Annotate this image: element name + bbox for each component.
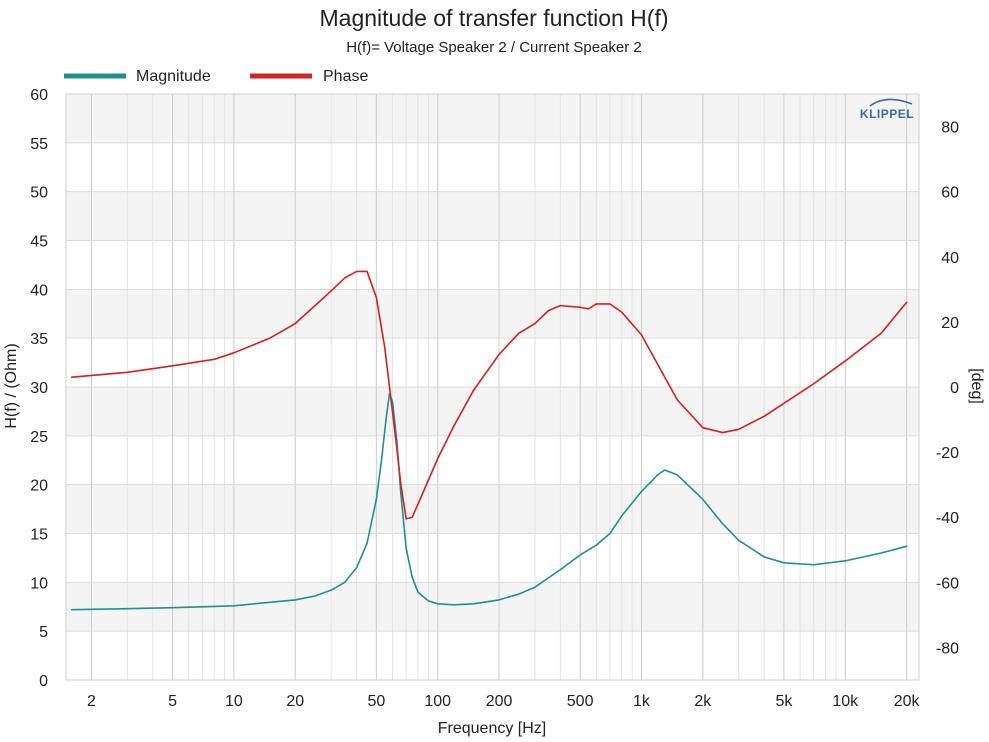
y2-tick-label: -80 [936, 640, 959, 657]
x-tick-label: 10k [832, 693, 859, 710]
x-tick-label: 2k [694, 693, 712, 710]
y-tick-label: 0 [39, 673, 48, 690]
y-tick-label: 5 [39, 624, 48, 641]
x-tick-label: 20 [286, 693, 304, 710]
y-axis-ticks: 0 5 10 15 20 25 30 35 40 45 50 55 60 [30, 87, 48, 690]
plot-frame [65, 93, 920, 681]
plot-band [66, 191, 919, 241]
plot-band [66, 240, 919, 290]
x-tick-label: 2 [87, 693, 96, 710]
plot-band [66, 435, 919, 485]
y-tick-label: 25 [30, 429, 48, 446]
x-tick-label: 5k [775, 693, 793, 710]
y2-tick-label: 80 [941, 120, 959, 137]
y-tick-label: 10 [30, 575, 48, 592]
y-tick-label: 40 [30, 282, 48, 299]
plot-band [66, 533, 919, 583]
chart-title: Magnitude of transfer function H(f) [320, 5, 669, 31]
plot-band [66, 289, 919, 339]
y-tick-label: 50 [30, 185, 48, 202]
x-axis-ticks: 2 5 10 20 50 100 200 500 1k 2k 5k 10k 20k [87, 693, 921, 710]
y-tick-label: 20 [30, 478, 48, 495]
y2-tick-label: 0 [950, 380, 959, 397]
plot-band [66, 142, 919, 192]
x-tick-label: 50 [367, 693, 385, 710]
y-axis-label: H(f) / (Ohm) [3, 343, 20, 428]
y2-tick-label: 40 [941, 250, 959, 267]
y-tick-label: 30 [30, 380, 48, 397]
x-tick-label: 200 [486, 693, 513, 710]
x-tick-label: 100 [424, 693, 451, 710]
plot-band [66, 94, 919, 143]
y-tick-label: 45 [30, 234, 48, 251]
x-axis-label: Frequency [Hz] [438, 720, 546, 737]
x-tick-label: 10 [225, 693, 243, 710]
brand-logo-arc [869, 98, 913, 107]
chart-subtitle: H(f)= Voltage Speaker 2 / Current Speake… [346, 39, 642, 56]
x-tick-label: 500 [567, 693, 594, 710]
y2-tick-label: -60 [936, 575, 959, 592]
y2-tick-label: -40 [936, 510, 959, 527]
x-tick-label: 5 [168, 693, 177, 710]
plot-band [66, 484, 919, 534]
y2-axis-ticks: -80 -60 -40 -20 0 20 40 60 80 [936, 120, 959, 658]
y2-tick-label: 60 [941, 185, 959, 202]
y2-tick-label: 20 [941, 315, 959, 332]
x-tick-label: 1k [633, 693, 651, 710]
y-tick-label: 55 [30, 136, 48, 153]
x-tick-label: 20k [894, 693, 921, 710]
y2-axis-label: [deg] [968, 368, 985, 404]
legend: Magnitude Phase [64, 68, 368, 85]
brand-logo: KLIPPEL [860, 98, 914, 121]
legend-label-magnitude: Magnitude [136, 68, 211, 85]
y-tick-label: 15 [30, 527, 48, 544]
plot-background [66, 94, 919, 680]
series-line-phase [70, 270, 908, 520]
y2-tick-label: -20 [936, 445, 959, 462]
legend-label-phase: Phase [323, 68, 368, 85]
plot-band [66, 631, 919, 680]
series-line-magnitude [70, 393, 908, 611]
y-tick-label: 60 [30, 87, 48, 104]
plot-band [66, 387, 919, 436]
y-tick-label: 35 [30, 331, 48, 348]
series-layer [70, 270, 908, 611]
brand-logo-text: KLIPPEL [860, 107, 914, 121]
